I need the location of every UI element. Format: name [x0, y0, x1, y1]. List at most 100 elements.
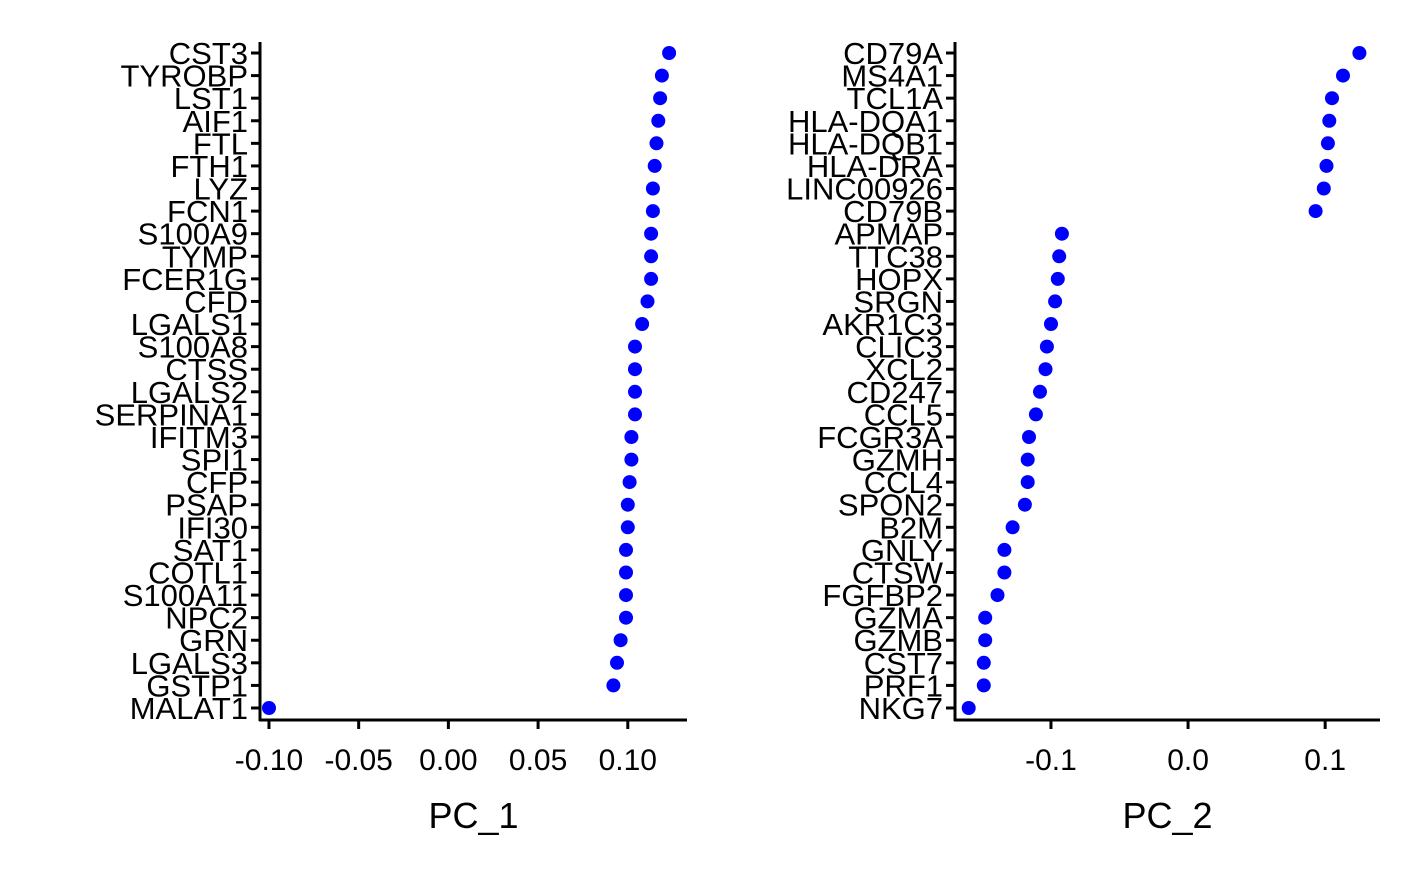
- gene-label: GZMA: [853, 601, 943, 636]
- gene-label: FCGR3A: [817, 420, 943, 455]
- data-point: [620, 497, 635, 512]
- gene-label: LGALS3: [131, 646, 248, 681]
- data-point: [1005, 520, 1020, 535]
- data-point: [1322, 113, 1337, 128]
- gene-label: S100A8: [138, 330, 248, 365]
- gene-label: AKR1C3: [822, 307, 943, 342]
- x-tick-label: -0.1: [1025, 744, 1077, 777]
- gene-label: SPI1: [181, 443, 248, 478]
- gene-label: GRN: [179, 623, 248, 658]
- data-point: [619, 542, 633, 557]
- data-point: [628, 407, 642, 422]
- gene-label: CFP: [186, 465, 248, 500]
- gene-label: FCER1G: [122, 262, 248, 297]
- data-point: [624, 452, 639, 467]
- x-tick-label: 0.10: [599, 744, 657, 777]
- data-point: [1039, 339, 1054, 354]
- data-point: [635, 317, 650, 331]
- data-point: [644, 271, 659, 286]
- data-point: [628, 339, 642, 354]
- gene-label: PRF1: [864, 668, 943, 703]
- gene-label: LST1: [174, 81, 248, 116]
- gene-label: IFITM3: [150, 420, 248, 455]
- gene-label: GSTP1: [146, 668, 248, 703]
- gene-label: CLIC3: [855, 330, 943, 365]
- data-point: [1033, 384, 1047, 399]
- gene-label: GZMB: [853, 623, 943, 658]
- data-point: [1022, 430, 1036, 444]
- data-point: [651, 113, 666, 128]
- gene-label: TYMP: [162, 239, 248, 274]
- gene-label: XCL2: [865, 352, 943, 387]
- gene-label: CCL5: [864, 397, 943, 432]
- pc1-panel: CST3TYROBPLST1AIF1FTLFTH1LYZFCN1S100A9TY…: [95, 36, 687, 836]
- data-point: [1325, 91, 1339, 106]
- gene-label: LGALS1: [131, 307, 248, 342]
- gene-label: COTL1: [148, 555, 248, 590]
- gene-label: IFI30: [177, 510, 248, 545]
- data-point: [990, 588, 1005, 603]
- data-point: [1320, 136, 1335, 151]
- gene-label: HLA-DQA1: [788, 104, 943, 139]
- data-point: [640, 294, 655, 309]
- data-point: [1319, 158, 1334, 173]
- data-point: [619, 565, 633, 580]
- data-point: [1044, 317, 1058, 331]
- gene-label: SERPINA1: [95, 397, 248, 432]
- gene-label: APMAP: [834, 217, 943, 252]
- gene-label: HOPX: [855, 262, 943, 297]
- data-point: [978, 610, 993, 625]
- data-point: [619, 588, 633, 603]
- gene-label: LGALS2: [131, 375, 248, 410]
- data-point: [654, 68, 669, 83]
- gene-label: CTSS: [165, 352, 248, 387]
- x-axis-title: PC_2: [1122, 795, 1212, 836]
- gene-label: CTSW: [852, 555, 944, 590]
- gene-label: TTC38: [848, 239, 943, 274]
- data-point: [1038, 362, 1053, 377]
- data-point: [1052, 249, 1067, 264]
- data-point: [1020, 475, 1035, 490]
- gene-label: MALAT1: [130, 691, 248, 726]
- gene-label: FGFBP2: [822, 578, 943, 613]
- x-tick-label: -0.05: [324, 744, 392, 777]
- data-point: [976, 655, 991, 670]
- data-point: [1308, 204, 1323, 219]
- gene-label: NPC2: [165, 601, 248, 636]
- gene-label: CD79A: [843, 36, 943, 71]
- data-point: [628, 384, 642, 399]
- gene-label: FTL: [193, 126, 248, 161]
- gene-label: MS4A1: [841, 59, 943, 94]
- pc2-panel: CD79AMS4A1TCL1AHLA-DQA1HLA-DQB1HLA-DRALI…: [786, 36, 1380, 836]
- data-point: [644, 226, 659, 241]
- x-tick-label: 0.05: [509, 744, 567, 777]
- gene-label: HLA-DRA: [807, 149, 943, 184]
- gene-label: CD79B: [843, 194, 943, 229]
- x-tick-label: 0.0: [1167, 744, 1209, 777]
- x-tick-label: 0.1: [1304, 744, 1346, 777]
- data-point: [624, 430, 639, 444]
- data-point: [628, 362, 642, 377]
- gene-label: CD247: [847, 375, 944, 410]
- gene-label: NKG7: [859, 691, 943, 726]
- data-point: [961, 701, 976, 715]
- x-tick-label: -0.10: [235, 744, 303, 777]
- data-point: [645, 204, 660, 219]
- data-point: [976, 678, 991, 693]
- gene-label: LYZ: [193, 172, 248, 207]
- gene-label: AIF1: [183, 104, 248, 139]
- gene-label: HLA-DQB1: [788, 126, 943, 161]
- gene-label: B2M: [879, 510, 943, 545]
- data-point: [1020, 452, 1035, 467]
- gene-label: CCL4: [864, 465, 943, 500]
- gene-label: LINC00926: [786, 172, 943, 207]
- data-point: [622, 475, 637, 490]
- data-point: [978, 633, 993, 648]
- gene-label: GNLY: [861, 533, 943, 568]
- data-point: [1054, 226, 1069, 241]
- gene-label: CFD: [184, 284, 248, 319]
- gene-label: FCN1: [167, 194, 248, 229]
- gene-label: S100A11: [123, 578, 248, 613]
